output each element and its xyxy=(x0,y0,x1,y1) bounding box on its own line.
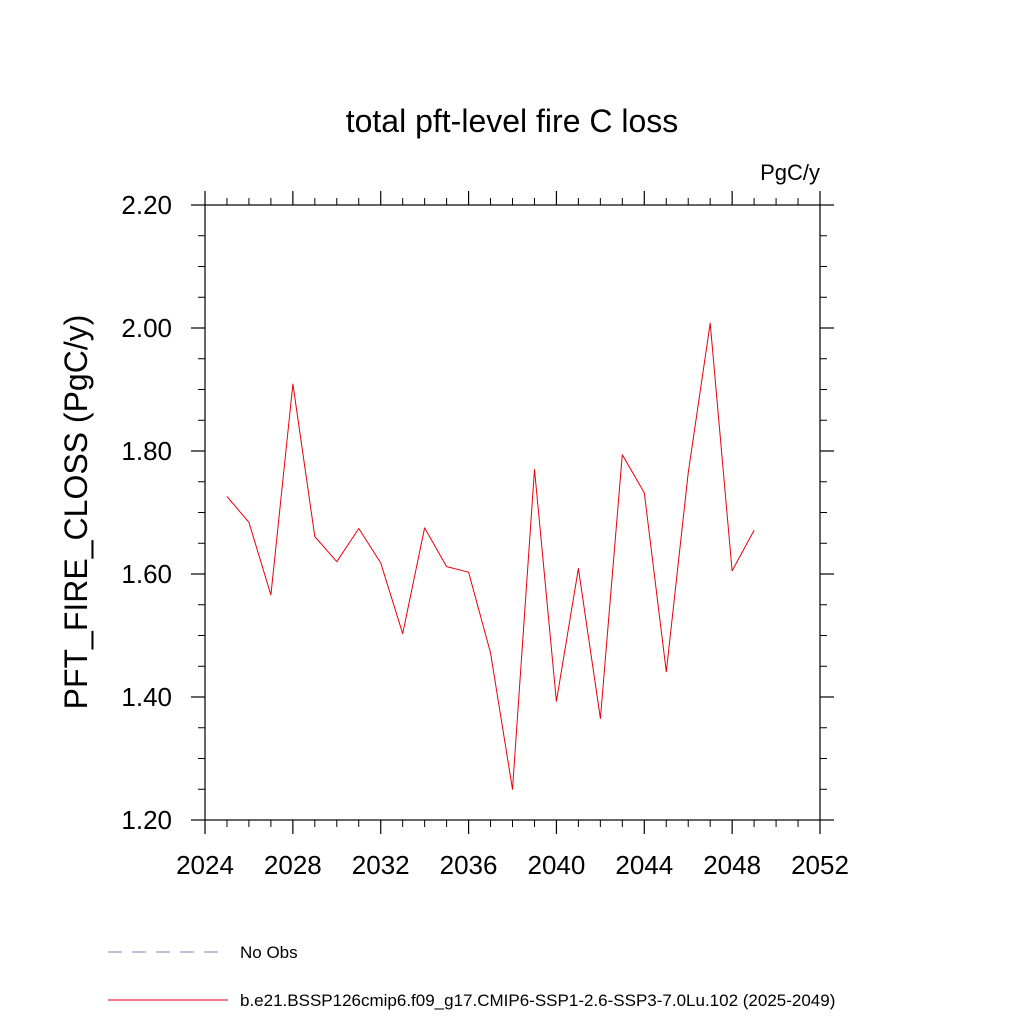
y-axis-label: PFT_FIRE_CLOSS (PgC/y) xyxy=(58,315,94,710)
x-tick-label: 2028 xyxy=(264,850,322,880)
plot-frame xyxy=(204,204,821,821)
axis-ticks xyxy=(191,191,834,834)
y-tick-labels: 1.20 1.40 1.60 1.80 2.00 2.20 xyxy=(121,190,172,835)
x-tick-label: 2052 xyxy=(791,850,849,880)
x-tick-label: 2048 xyxy=(703,850,761,880)
y-tick-label: 1.20 xyxy=(121,805,172,835)
legend-label: b.e21.BSSP126cmip6.f09_g17.CMIP6-SSP1-2.… xyxy=(240,991,835,1010)
x-tick-label: 2044 xyxy=(615,850,673,880)
x-tick-label: 2024 xyxy=(176,850,234,880)
series-lines xyxy=(226,322,755,790)
y-tick-label: 1.60 xyxy=(121,559,172,589)
y-tick-label: 2.20 xyxy=(121,190,172,220)
units-label: PgC/y xyxy=(760,160,820,185)
chart-title: total pft-level fire C loss xyxy=(346,103,679,139)
y-tick-label: 2.00 xyxy=(121,313,172,343)
y-tick-label: 1.40 xyxy=(121,682,172,712)
y-tick-label: 1.80 xyxy=(121,436,172,466)
x-tick-label: 2032 xyxy=(352,850,410,880)
legend-label: No Obs xyxy=(240,943,298,962)
series-line xyxy=(226,322,755,790)
x-tick-labels: 2024 2028 2032 2036 2040 2044 2048 2052 xyxy=(176,850,849,880)
x-tick-label: 2040 xyxy=(528,850,586,880)
x-tick-label: 2036 xyxy=(440,850,498,880)
legend: No Obs b.e21.BSSP126cmip6.f09_g17.CMIP6-S… xyxy=(108,943,835,1010)
